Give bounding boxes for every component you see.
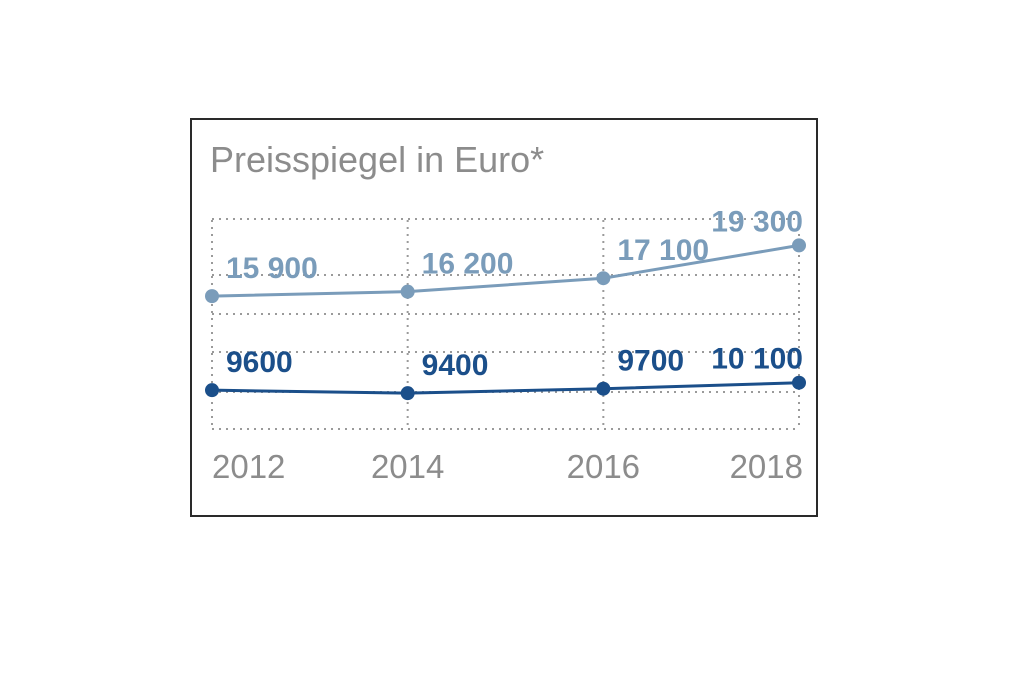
data-point xyxy=(792,238,806,253)
x-tick-label: 2012 xyxy=(212,448,285,485)
data-label: 9400 xyxy=(422,349,489,382)
chart-frame: Preisspiegel in Euro* 15 900 16 200 17 100… xyxy=(190,118,818,517)
x-tick-label: 2018 xyxy=(730,448,803,485)
data-point xyxy=(205,289,219,304)
x-tick-label: 2016 xyxy=(567,448,640,485)
data-label: 19 300 xyxy=(711,205,803,238)
data-label: 15 900 xyxy=(226,252,318,285)
series-line-1 xyxy=(211,243,800,298)
data-point xyxy=(205,383,219,398)
data-point xyxy=(400,284,415,299)
data-point xyxy=(596,271,611,286)
data-point xyxy=(792,375,806,390)
data-point xyxy=(400,386,415,401)
data-label: 16 200 xyxy=(422,248,514,281)
x-axis: 2012 2014 2016 2018 xyxy=(212,448,803,485)
data-point xyxy=(596,381,611,396)
chart-title: Preisspiegel in Euro* xyxy=(210,139,544,180)
data-label: 10 100 xyxy=(711,343,803,376)
data-label: 9600 xyxy=(226,346,293,379)
series-line-2 xyxy=(211,381,800,395)
line-chart: Preisspiegel in Euro* 15 900 16 200 17 100… xyxy=(205,139,806,485)
x-tick-label: 2014 xyxy=(371,448,444,485)
data-label: 9700 xyxy=(617,345,684,378)
data-label: 17 100 xyxy=(617,234,709,267)
